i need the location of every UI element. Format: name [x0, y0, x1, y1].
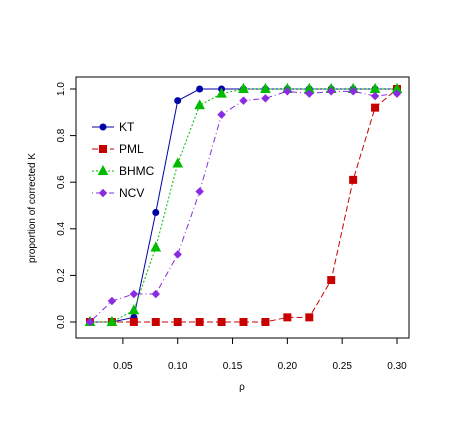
point-bhmc-8 [260, 82, 271, 93]
point-pml-12 [349, 175, 358, 184]
legend-marker-kt [99, 123, 107, 131]
legend-item-pml: PML [92, 142, 144, 156]
point-pml-7 [239, 318, 248, 326]
point-pml-11 [327, 276, 336, 285]
point-bhmc-2 [128, 304, 140, 315]
x-tick-label-1: 0.10 [168, 361, 188, 372]
series-layer [84, 82, 403, 327]
y-axis: 0.0 0.2 0.4 0.6 0.8 1.0 [56, 82, 76, 329]
x-tick-label-4: 0.25 [332, 361, 352, 372]
point-pml-3 [151, 318, 160, 326]
point-ncv-10 [305, 89, 314, 98]
point-ncv-11 [327, 87, 336, 96]
point-ncv-3 [151, 289, 160, 299]
point-ncv-6 [217, 110, 226, 119]
x-tick-label-5: 0.30 [387, 361, 407, 372]
point-bhmc-4 [172, 157, 184, 168]
point-ncv-8 [261, 94, 270, 103]
y-tick-label-2: 0.4 [56, 221, 67, 235]
series-line-bhmc [90, 88, 397, 323]
y-axis-label: proportion of corrected K [27, 153, 38, 263]
legend-label-ncv: NCV [119, 186, 144, 200]
y-tick-label-4: 0.8 [56, 128, 67, 142]
legend-item-kt: KT [92, 120, 135, 134]
point-pml-5 [195, 318, 204, 326]
point-bhmc-7 [238, 82, 249, 93]
series-line-kt [90, 88, 397, 323]
legend-label-pml: PML [119, 142, 144, 156]
point-pml-2 [129, 318, 138, 326]
point-pml-10 [305, 313, 314, 322]
legend: KT PML BHMC NCV [92, 120, 155, 200]
x-tick-label-0: 0.05 [113, 361, 133, 372]
y-tick-label-0: 0.0 [56, 315, 67, 329]
x-axis: 0.05 0.10 0.15 0.20 0.25 0.30 [113, 338, 407, 372]
series-ncv [85, 87, 402, 327]
point-ncv-14 [392, 89, 402, 98]
point-ncv-0 [85, 317, 95, 327]
point-kt-4 [174, 97, 182, 105]
legend-marker-bhmc [97, 164, 109, 175]
point-ncv-7 [239, 96, 248, 105]
legend-item-bhmc: BHMC [92, 164, 155, 178]
series-line-ncv [89, 90, 398, 323]
point-ncv-2 [129, 289, 139, 299]
y-tick-label-1: 0.2 [56, 268, 67, 282]
x-tick-label-2: 0.15 [223, 361, 243, 372]
y-tick-label-5: 1.0 [56, 82, 67, 96]
point-pml-8 [261, 318, 270, 326]
legend-item-ncv: NCV [92, 186, 144, 200]
point-pml-4 [173, 318, 182, 326]
point-bhmc-3 [150, 241, 162, 252]
point-pml-9 [283, 313, 292, 322]
plot-frame [75, 76, 410, 339]
point-pml-13 [371, 103, 380, 112]
point-kt-5 [196, 85, 204, 93]
y-tick-label-3: 0.6 [56, 175, 67, 189]
legend-label-kt: KT [119, 120, 135, 134]
point-bhmc-5 [194, 99, 205, 110]
series-line-pml [90, 88, 398, 323]
point-kt-3 [152, 208, 160, 216]
x-axis-label: ρ [239, 382, 245, 393]
point-ncv-12 [348, 87, 358, 96]
point-ncv-5 [195, 187, 204, 196]
x-tick-label-3: 0.20 [278, 361, 298, 372]
point-bhmc-1 [106, 315, 118, 326]
legend-marker-ncv [98, 188, 108, 198]
point-ncv-4 [173, 250, 182, 259]
point-ncv-9 [283, 87, 292, 96]
point-pml-6 [217, 318, 226, 326]
point-ncv-13 [370, 91, 380, 101]
legend-label-bhmc: BHMC [119, 164, 155, 178]
legend-marker-pml [99, 145, 107, 153]
point-bhmc-6 [216, 87, 227, 98]
point-ncv-1 [107, 296, 117, 306]
